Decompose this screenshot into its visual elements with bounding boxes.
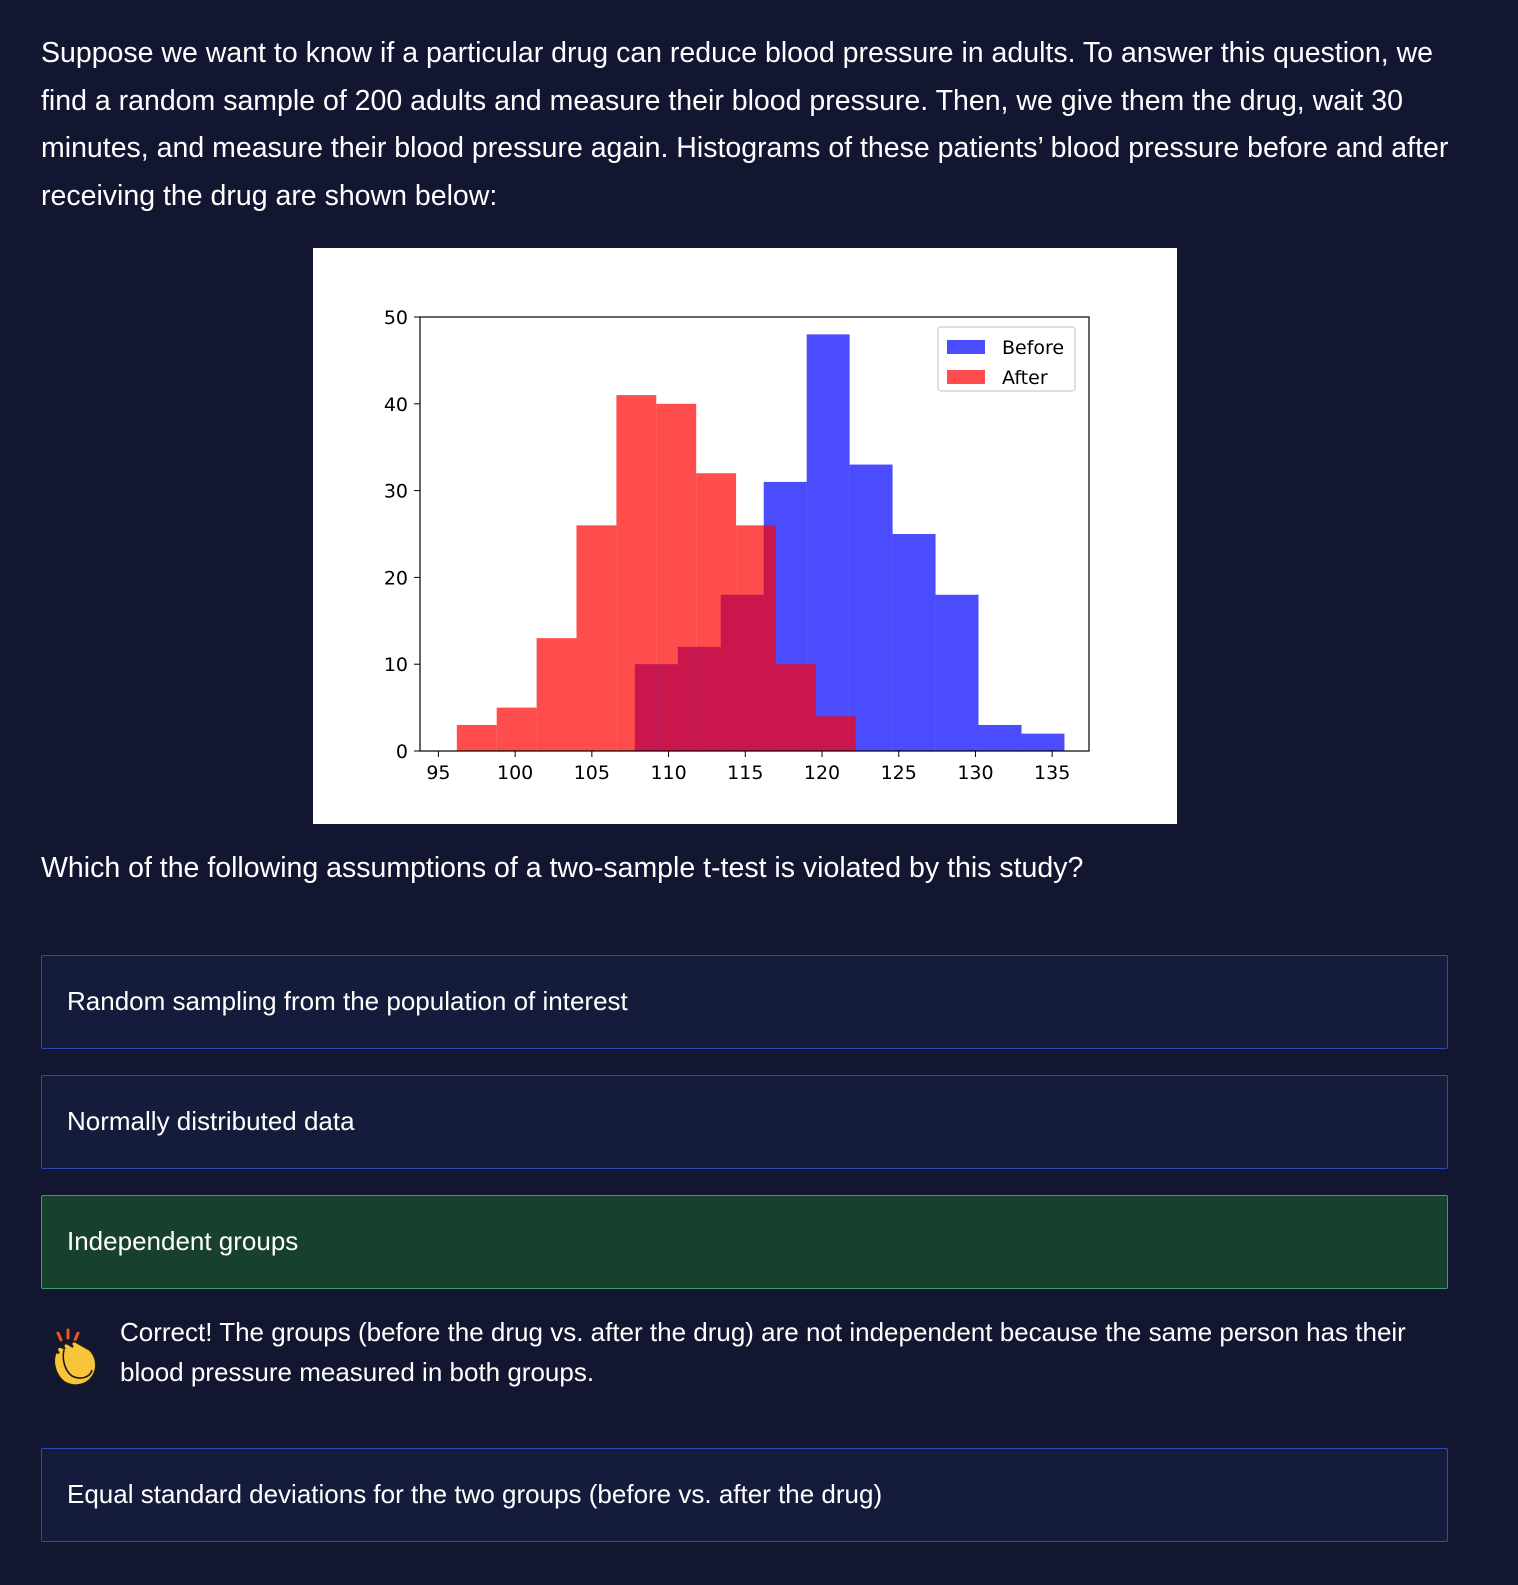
- y-tick-label: 50: [384, 307, 408, 329]
- feedback-message: Correct! The groups (before the drug vs.…: [44, 1312, 1444, 1422]
- option-normally-distributed[interactable]: Normally distributed data: [41, 1075, 1448, 1169]
- plot-frame: [419, 316, 1090, 752]
- x-tick-label: 110: [650, 762, 686, 784]
- histogram-bar-after: [536, 638, 577, 751]
- histogram-bar-after: [576, 525, 617, 751]
- option-random-sampling[interactable]: Random sampling from the population of i…: [41, 955, 1448, 1049]
- x-tick-label: 115: [727, 762, 763, 784]
- histogram-bar-before: [978, 724, 1022, 751]
- x-tick-label: 105: [574, 762, 610, 784]
- option-independent-groups[interactable]: Independent groups: [41, 1195, 1448, 1289]
- histogram-bar-after: [616, 395, 657, 751]
- histogram-bar-after: [775, 664, 816, 751]
- intro-paragraph: Suppose we want to know if a particular …: [41, 37, 1449, 212]
- legend-swatch-before: [947, 340, 985, 354]
- option-label: Equal standard deviations for the two gr…: [67, 1479, 883, 1509]
- y-tick-label: 40: [384, 394, 408, 416]
- clapping-hands-icon: [44, 1328, 106, 1390]
- option-label: Normally distributed data: [67, 1106, 355, 1136]
- y-tick-label: 0: [396, 741, 408, 763]
- x-tick-label: 130: [957, 762, 993, 784]
- histogram-bar-before: [892, 534, 936, 751]
- y-tick-label: 10: [384, 654, 408, 676]
- option-label: Random sampling from the population of i…: [67, 986, 628, 1016]
- histogram-bar-before: [849, 464, 893, 751]
- option-equal-standard-deviations[interactable]: Equal standard deviations for the two gr…: [41, 1448, 1448, 1542]
- histogram-bar-after: [696, 473, 737, 751]
- histogram-bar-before: [935, 594, 979, 751]
- histogram-svg: 95 100 105 110 115 120 125 130 135 0 10 20 30 40 50 Bef…: [384, 307, 1090, 784]
- x-tick-label: 100: [497, 762, 533, 784]
- x-tick-label: 125: [881, 762, 917, 784]
- question-text: Which of the following assumptions of a …: [41, 852, 1084, 884]
- y-tick-label: 30: [384, 481, 408, 503]
- option-label: Independent groups: [67, 1226, 299, 1256]
- histogram-chart: 95 100 105 110 115 120 125 130 135 0 10 20 30 40 50 Bef…: [313, 248, 1177, 824]
- y-tick-label: 20: [384, 567, 408, 589]
- x-tick-label: 120: [804, 762, 840, 784]
- histogram-bar-after: [656, 403, 697, 751]
- x-tick-label: 95: [426, 762, 450, 784]
- histogram-bar-after: [456, 724, 497, 751]
- histogram-bar-after: [815, 716, 856, 751]
- legend-label-before: Before: [1002, 337, 1064, 359]
- feedback-text: Correct! The groups (before the drug vs.…: [120, 1317, 1406, 1387]
- histogram-bar-after: [736, 525, 776, 751]
- legend-label-after: After: [1002, 367, 1048, 389]
- legend-swatch-after: [947, 370, 985, 384]
- histogram-bar-after: [496, 707, 537, 751]
- histogram-bar-before: [1021, 733, 1065, 751]
- x-tick-label: 135: [1034, 762, 1070, 784]
